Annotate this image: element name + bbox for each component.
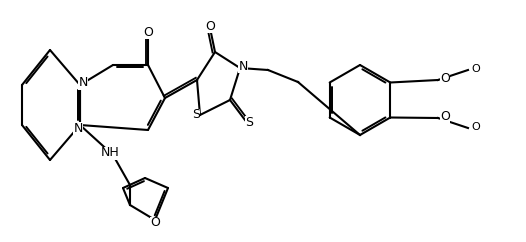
Text: S: S — [192, 108, 200, 121]
Text: NH: NH — [100, 146, 119, 159]
Text: O: O — [440, 73, 450, 85]
Text: O: O — [440, 111, 450, 123]
Text: O: O — [143, 25, 153, 38]
Text: O: O — [471, 122, 480, 132]
Text: O: O — [150, 217, 160, 229]
Text: N: N — [73, 121, 83, 135]
Text: O: O — [205, 20, 215, 32]
Text: O: O — [471, 64, 480, 74]
Text: N: N — [238, 60, 248, 73]
Text: S: S — [245, 115, 253, 129]
Text: N: N — [78, 76, 88, 90]
